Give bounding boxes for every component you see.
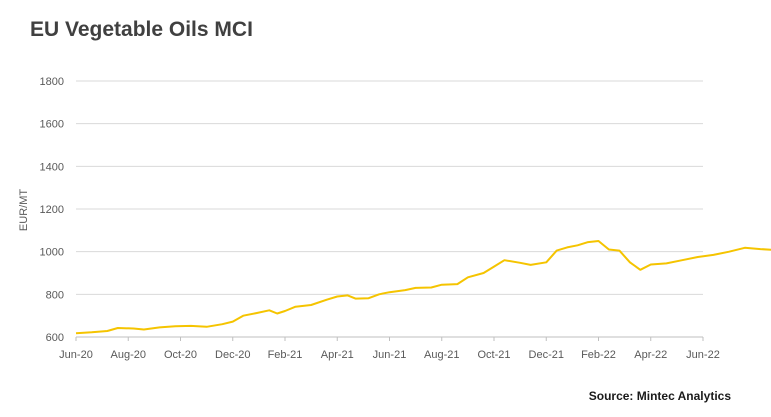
- y-tick-label: 1600: [40, 119, 64, 131]
- gridlines: [76, 80, 703, 338]
- y-tick-label: 1200: [40, 204, 64, 216]
- x-tick-label: Dec-20: [215, 349, 250, 361]
- y-tick-label: 1400: [40, 161, 64, 173]
- x-tick-label: Aug-20: [111, 349, 146, 361]
- x-tick-label: Apr-21: [321, 349, 354, 361]
- x-tick-label: Feb-21: [268, 349, 303, 361]
- x-tick-label: Oct-20: [164, 349, 197, 361]
- chart-title: EU Vegetable Oils MCI: [30, 18, 253, 41]
- source-note: Source: Mintec Analytics: [588, 389, 731, 403]
- x-tick-label: Dec-21: [529, 349, 564, 361]
- y-tick-label: 600: [46, 332, 64, 344]
- y-axis-ticks: 600 800 1000 1200 1400 1600 1800: [40, 76, 64, 344]
- y-tick-label: 1000: [40, 247, 64, 259]
- y-tick-label: 800: [46, 289, 64, 301]
- x-tick-label: Jun-20: [59, 349, 93, 361]
- x-tick-label: Aug-21: [424, 349, 459, 361]
- x-tick-label: Jun-22: [686, 349, 720, 361]
- series-line: [75, 240, 771, 335]
- x-tick-label: Apr-22: [634, 349, 667, 361]
- x-tick-label: Feb-22: [581, 349, 616, 361]
- x-axis-ticks: Jun-20 Aug-20 Oct-20 Dec-20 Feb-21 Apr-21 Jun-…: [59, 337, 720, 361]
- x-tick-label: Oct-21: [477, 349, 510, 361]
- y-axis-label: EUR/MT: [18, 189, 30, 231]
- y-tick-label: 1800: [40, 76, 64, 88]
- x-tick-label: Jun-21: [373, 349, 407, 361]
